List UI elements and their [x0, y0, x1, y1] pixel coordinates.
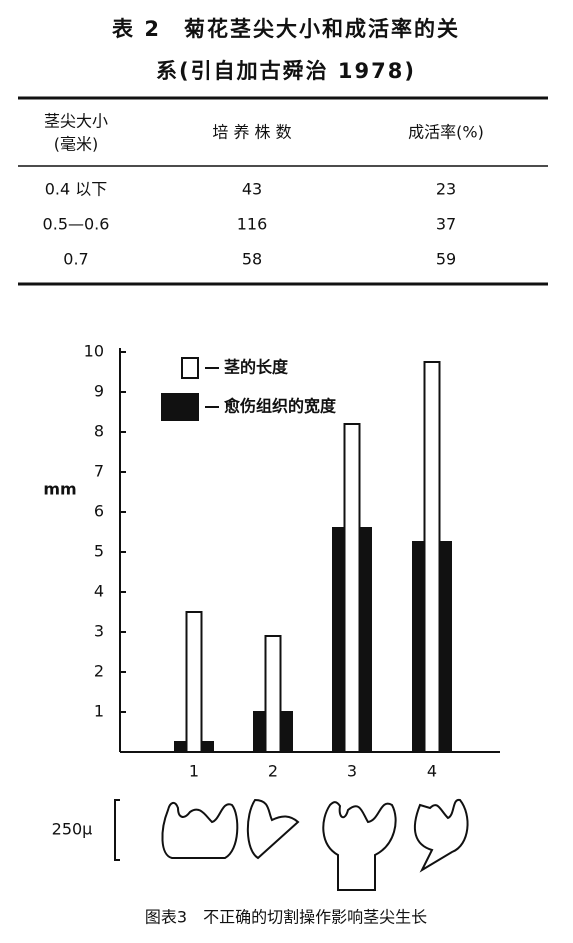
legend-label: 愈伤组织的宽度: [224, 397, 337, 416]
header-cell: 成活率(%): [408, 123, 484, 142]
bar: [264, 635, 282, 753]
header-cell: 培 养 株 数: [212, 123, 291, 142]
table-cell: 116: [237, 215, 268, 234]
bar: [423, 361, 441, 753]
table-title: 系(引自加古舜治 1978): [156, 59, 416, 83]
y-tick-label: 6: [94, 502, 104, 521]
table-title: 表 2 菊花茎尖大小和成活率的关: [112, 17, 460, 41]
y-tick-label: 3: [94, 622, 104, 641]
bar: [185, 611, 203, 753]
y-tick-label: 9: [94, 382, 104, 401]
x-tick-label: 1: [189, 762, 199, 781]
table-cell: 0.7: [63, 250, 88, 269]
y-tick-label: 1: [94, 702, 104, 721]
explant-sketches: [114, 798, 469, 891]
y-tick-label: 5: [94, 542, 104, 561]
table-cell: 0.4 以下: [45, 180, 108, 199]
legend-swatch: [181, 357, 199, 379]
table-cell: 43: [242, 180, 262, 199]
table-cell: 0.5—0.6: [43, 215, 110, 234]
x-tick-label: 2: [268, 762, 278, 781]
x-tick-label: 4: [427, 762, 437, 781]
caption: 图表3 不正确的切割操作影响茎尖生长: [145, 908, 427, 927]
scale-label: 250μ: [52, 820, 93, 839]
bar: [343, 423, 361, 753]
y-tick-label: 10: [84, 342, 104, 361]
y-axis-label: mm: [43, 480, 76, 499]
table-cell: 59: [436, 250, 456, 269]
y-tick-label: 7: [94, 462, 104, 481]
y-tick-label: 8: [94, 422, 104, 441]
header-cell: (毫米): [54, 135, 99, 154]
table-cell: 58: [242, 250, 262, 269]
y-tick-label: 2: [94, 662, 104, 681]
y-tick-label: 4: [94, 582, 104, 601]
legend-swatch: [161, 393, 199, 421]
legend-label: 茎的长度: [224, 358, 289, 377]
table-body: 0.4 以下 43 23 0.5—0.6 116 37 0.7 58 59: [43, 180, 457, 269]
table-cell: 37: [436, 215, 456, 234]
x-tick-label: 3: [347, 762, 357, 781]
table-cell: 23: [436, 180, 456, 199]
header-cell: 茎尖大小: [44, 112, 108, 131]
